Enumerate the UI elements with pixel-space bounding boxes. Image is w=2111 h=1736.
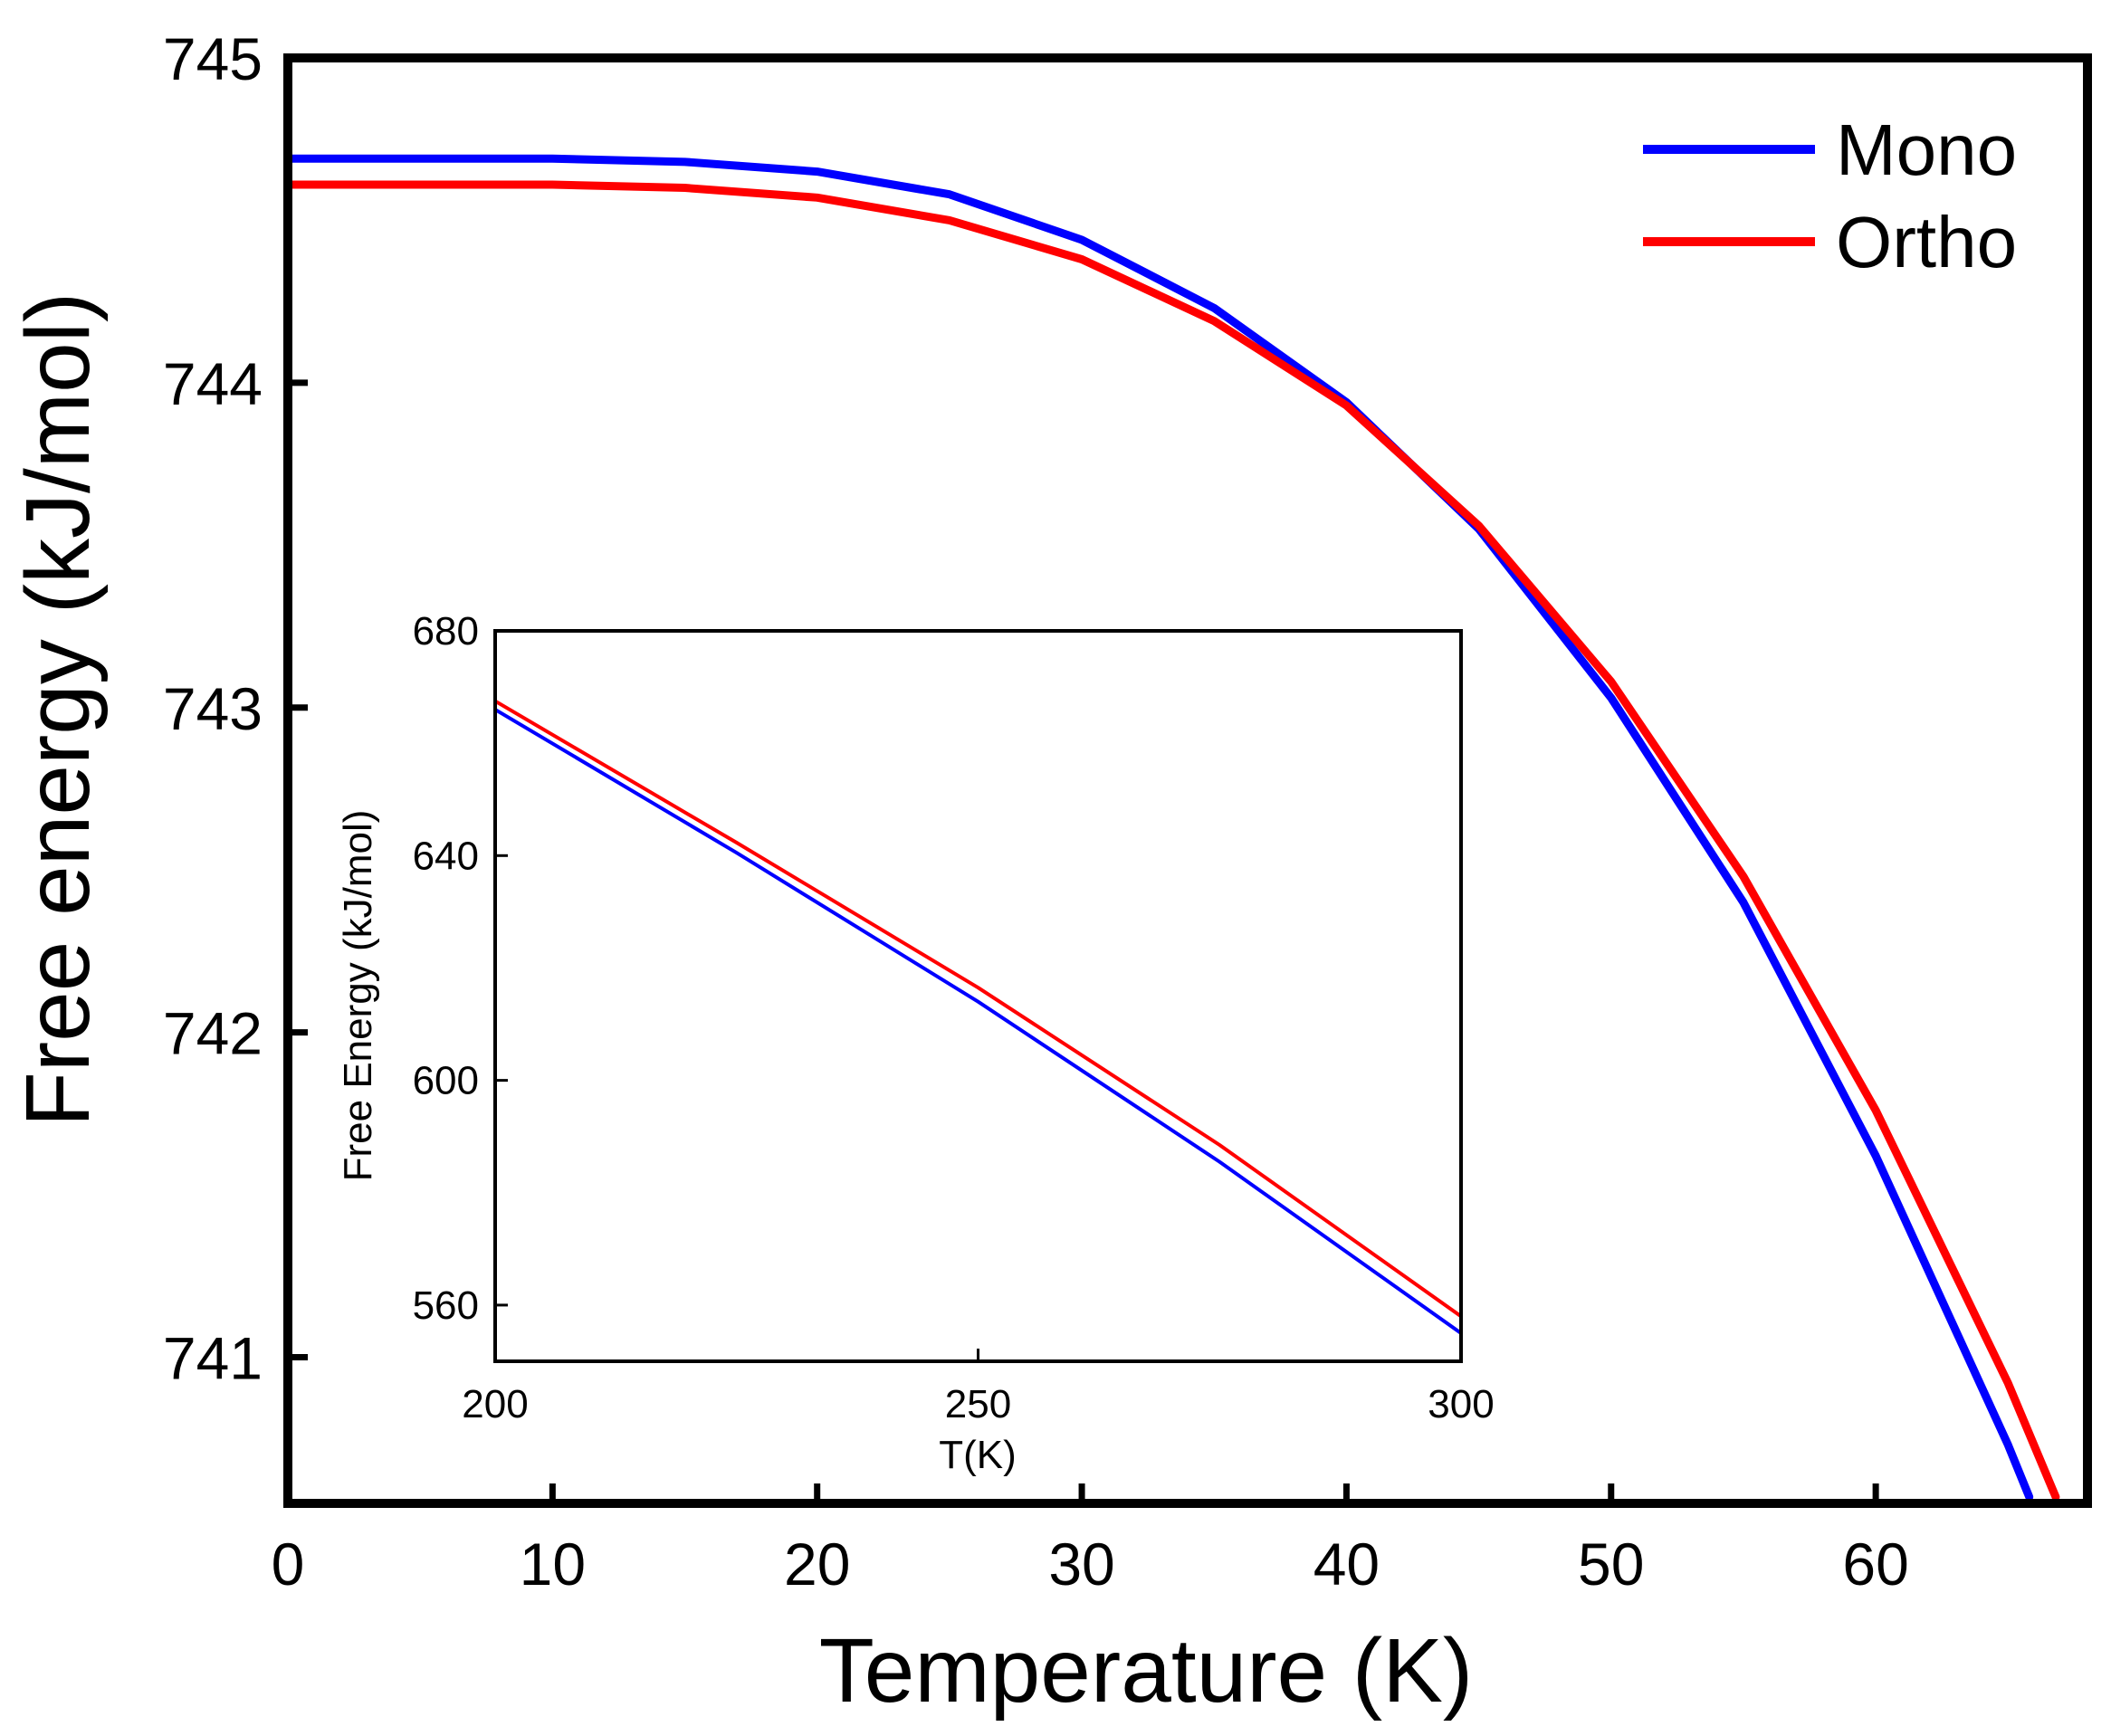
inset-y-tick-label: 600 [413,1059,479,1103]
main-x-tick-label: 50 [1578,1531,1644,1598]
main-y-tick-label: 743 [163,675,263,742]
main-plot-frame [283,53,2092,1508]
inset-x-tick-label: 250 [945,1382,1011,1426]
inset-plot: 200 250 300 560 600 640 680 T(K) Free Energy … [336,609,1495,1477]
main-series-line-ortho [288,180,2060,1502]
inset-series-line-s1 [495,699,1461,1319]
legend-label-mono: Mono [1836,110,2017,190]
inset-background [495,631,1461,1361]
inset-x-axis: 200 250 300 [462,1349,1495,1426]
inset-x-tick-label: 200 [462,1382,528,1426]
main-x-tick-label: 20 [784,1531,850,1598]
main-plot: 0 10 20 30 40 50 60 741 742 743 744 745 Temperatur… [7,25,2092,1722]
main-x-tick-label: 30 [1048,1531,1114,1598]
inset-y-tick-label: 640 [413,834,479,878]
main-y-axis-title: Free energy (kJ/mol) [7,292,109,1127]
inset-x-axis-title: T(K) [939,1433,1017,1477]
main-y-tick-label: 744 [163,350,263,417]
main-x-tick-label: 0 [272,1531,305,1598]
main-y-tick-label: 741 [163,1325,263,1392]
inset-series-line-s0 [495,707,1461,1335]
main-x-tick-label: 40 [1313,1531,1380,1598]
legend-label-ortho: Ortho [1836,202,2017,282]
main-series-line-mono [288,154,2034,1502]
inset-x-tick-label: 300 [1428,1382,1494,1426]
main-x-axis: 0 10 20 30 40 50 60 [272,1483,1909,1598]
inset-y-axis: 560 600 640 680 [413,609,508,1328]
inset-y-tick-label: 560 [413,1283,479,1328]
main-x-tick-label: 60 [1842,1531,1908,1598]
inset-y-axis-title: Free Energy (kJ/mol) [336,810,380,1182]
inset-series-lines [495,699,1461,1335]
main-y-axis: 741 742 743 744 745 [163,25,308,1392]
main-x-tick-label: 10 [520,1531,586,1598]
main-x-axis-title: Temperature (K) [819,1620,1473,1722]
main-y-tick-label: 742 [163,1000,263,1067]
legend: Mono Ortho [1643,110,2017,282]
main-y-tick-label: 745 [163,25,263,92]
inset-y-tick-label: 680 [413,609,479,653]
main-series-lines [288,154,2060,1502]
